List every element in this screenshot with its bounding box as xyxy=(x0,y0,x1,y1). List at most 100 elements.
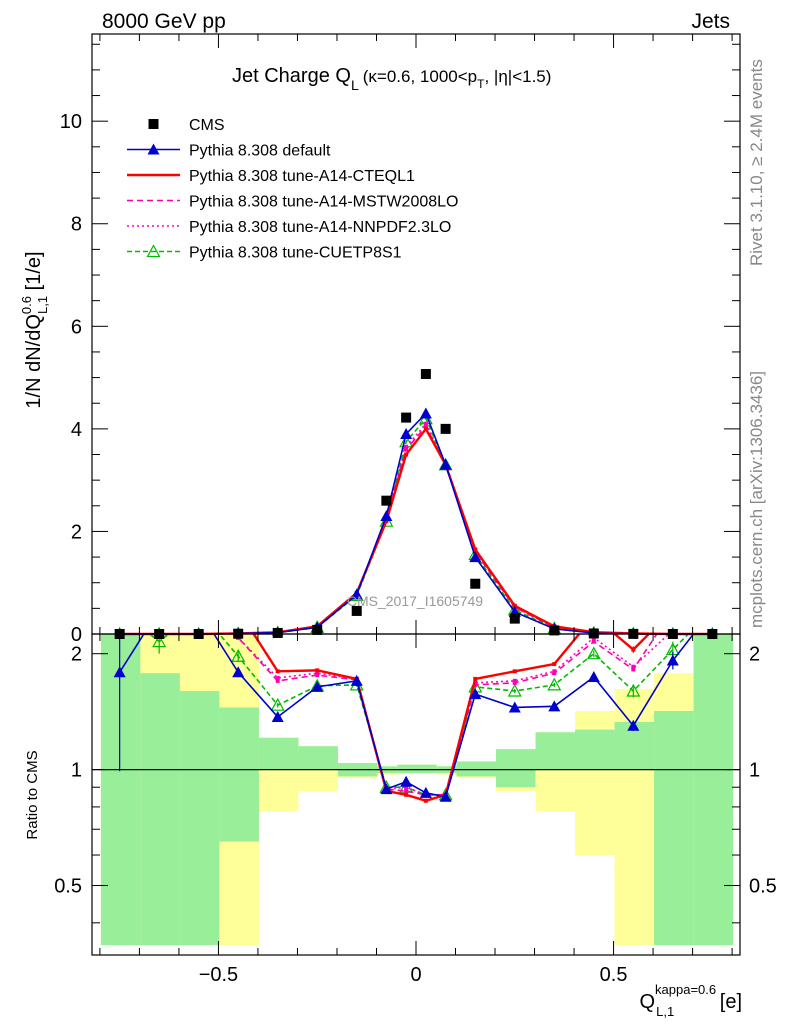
title-main: Jet Charge Q xyxy=(232,65,351,87)
ratio-marker xyxy=(473,676,478,681)
ratio-y-label: Ratio to CMS xyxy=(24,750,41,839)
chart-title: Jet Charge QL (κ=0.6, 1000<pT, |η|<1.5) xyxy=(232,65,551,93)
ratio-marker xyxy=(400,775,413,787)
ratio-marker xyxy=(473,682,478,687)
y-tick-label: 8 xyxy=(71,214,82,236)
ratio-marker xyxy=(586,646,601,660)
x-tick-label: −0.5 xyxy=(199,964,238,986)
data-point xyxy=(440,423,451,434)
title-main-sub: L xyxy=(351,77,359,93)
band-inner xyxy=(258,737,299,770)
ratio-marker xyxy=(439,790,452,802)
ratio-marker xyxy=(507,683,522,697)
ratio-marker xyxy=(626,683,641,697)
ratio-marker xyxy=(231,648,246,662)
ratio-line xyxy=(231,634,658,796)
ratio-tick-label-left: 1 xyxy=(71,760,82,782)
ratio-marker xyxy=(627,719,640,731)
svg-text:1/N dN/dQ0.6L,1 [1/e]: 1/N dN/dQ0.6L,1 [1/e] xyxy=(19,251,50,408)
series-marker xyxy=(350,588,363,600)
legend-marker-cms xyxy=(148,119,159,129)
ratio-marker xyxy=(469,688,482,700)
series-marker xyxy=(404,444,409,449)
ratio-tick-label-left: 0.5 xyxy=(54,876,82,898)
y-tick-label: 2 xyxy=(71,521,82,543)
ratio-marker xyxy=(631,664,636,669)
data-point xyxy=(401,412,412,423)
series-marker xyxy=(400,428,413,439)
ratio-marker xyxy=(547,677,562,691)
ratio-marker xyxy=(508,701,521,713)
band-inner xyxy=(456,761,497,777)
ratio-marker xyxy=(631,647,636,652)
title-detail-b: , |η|<1.5) xyxy=(484,67,551,86)
header-left: 8000 GeV pp xyxy=(102,10,226,33)
ratio-tick-label-right: 2 xyxy=(749,644,760,666)
band-inner xyxy=(140,673,180,946)
ratio-marker xyxy=(350,674,363,686)
series-marker xyxy=(404,452,409,457)
ratio-marker xyxy=(404,788,409,793)
data-point xyxy=(420,369,431,379)
band-inner xyxy=(219,707,259,842)
ratio-marker xyxy=(512,680,517,685)
ratio-marker xyxy=(315,673,320,678)
band-inner xyxy=(654,710,694,946)
band-inner xyxy=(575,729,615,770)
ratio-marker xyxy=(270,697,285,711)
series-marker xyxy=(423,426,428,431)
y-tick-label: 6 xyxy=(71,316,82,338)
x-tick-label: 0 xyxy=(410,964,421,986)
band-inner xyxy=(496,749,536,788)
y-tick-label: 0 xyxy=(71,624,82,646)
series-marker xyxy=(439,458,452,470)
band-inner xyxy=(417,764,437,773)
band-inner xyxy=(397,764,417,773)
ratio-marker xyxy=(631,667,636,672)
band-inner xyxy=(100,634,141,946)
data-point xyxy=(312,624,323,635)
x-tick-label: 0.5 xyxy=(600,964,628,986)
series-line xyxy=(119,417,713,635)
series-marker xyxy=(469,551,482,563)
series-marker xyxy=(423,424,428,429)
title-detail-sub: T xyxy=(477,77,485,91)
ratio-marker xyxy=(548,700,561,712)
ratio-tick-label-left: 2 xyxy=(71,644,82,666)
data-point xyxy=(381,495,392,506)
ratio-marker xyxy=(315,668,320,673)
ratio-marker xyxy=(404,792,409,797)
ratio-marker xyxy=(113,666,126,678)
legend-label: Pythia 8.308 default xyxy=(189,143,331,160)
ratio-marker xyxy=(552,671,557,676)
ratio-marker xyxy=(275,669,280,674)
series-marker xyxy=(423,421,428,426)
legend-label: Pythia 8.308 tune-A14-MSTW2008LO xyxy=(189,194,458,211)
ratio-marker xyxy=(275,678,280,683)
ratio-tick-label-right: 1 xyxy=(749,760,760,782)
ratio-marker xyxy=(666,654,679,666)
series-marker xyxy=(384,519,389,524)
y-tick-label: 10 xyxy=(60,111,82,133)
ratio-marker xyxy=(552,662,557,667)
data-point xyxy=(272,627,283,638)
series-marker xyxy=(512,603,517,608)
legend-label: Pythia 8.308 tune-A14-CTEQL1 xyxy=(189,168,415,185)
ratio-marker xyxy=(152,634,167,648)
ratio-marker xyxy=(587,670,600,682)
band-inner xyxy=(693,634,734,946)
ratio-marker xyxy=(311,680,324,692)
ratio-marker xyxy=(275,675,280,680)
data-point xyxy=(470,578,481,589)
title-detail-a: (κ=0.6, 1000<p xyxy=(363,67,477,86)
mcplots-label: mcplots.cern.ch [arXiv:1306.3436] xyxy=(747,371,766,628)
band-inner xyxy=(535,732,576,770)
ratio-marker xyxy=(232,666,245,678)
data-point xyxy=(509,613,520,624)
ratio-line xyxy=(252,634,651,803)
data-point xyxy=(549,625,560,636)
series-marker xyxy=(473,547,478,552)
ratio-marker xyxy=(380,783,393,795)
